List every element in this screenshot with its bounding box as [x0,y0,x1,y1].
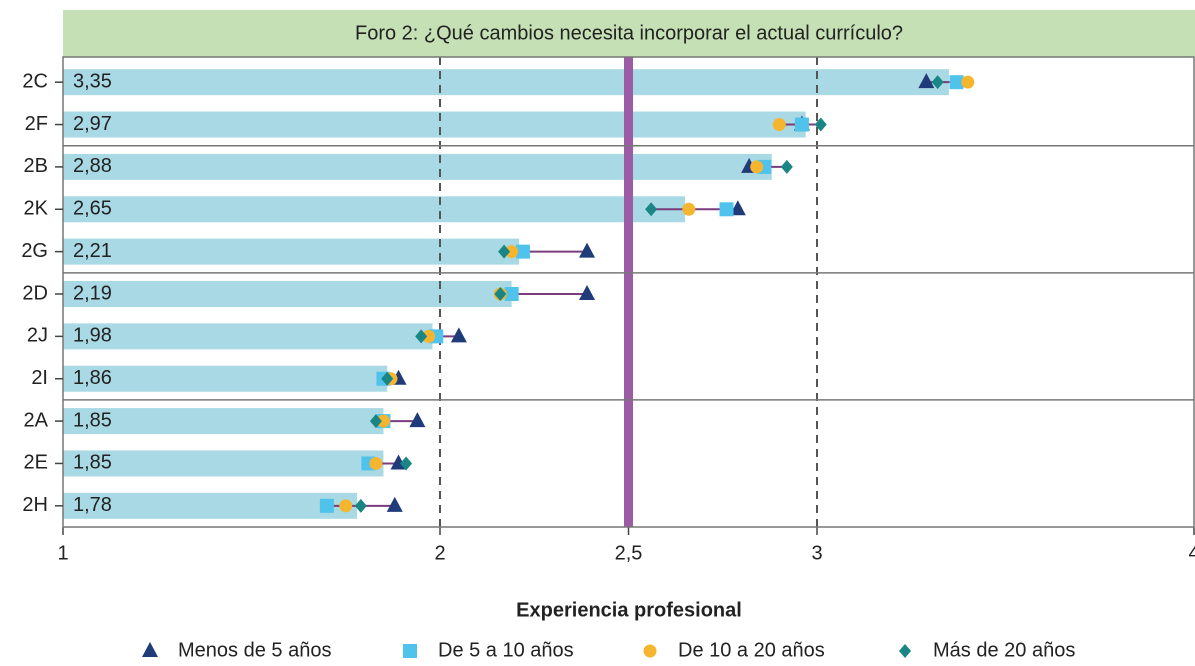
x-tick-label: 2,5 [615,542,643,564]
value-label: 1,98 [73,325,112,347]
marker-diamond [931,75,944,90]
bar [63,365,388,392]
marker-diamond [381,371,394,386]
marker-triangle [386,496,403,512]
marker-diamond [400,456,413,471]
value-label: 1,85 [73,409,112,431]
y-tick-label: 2H [22,494,48,516]
x-tick-label: 3 [811,542,822,564]
marker-triangle [918,73,935,89]
bar [63,281,512,307]
y-tick-label: 2E [24,452,48,474]
value-label: 2,88 [73,155,112,177]
marker-square [403,644,417,658]
marker-diamond [369,414,382,429]
value-label: 1,86 [73,367,112,389]
bar [63,69,949,96]
value-label: 3,35 [73,70,112,92]
marker-diamond [415,329,428,344]
bar [63,492,358,519]
plot-frame [62,56,1195,528]
bar [63,238,520,265]
marker-square [319,498,334,513]
legend-label: De 10 a 20 años [678,639,825,661]
value-label: 1,78 [73,494,112,516]
marker-triangle [450,327,467,343]
y-tick-label: 2I [31,367,48,389]
y-tick-label: 2A [24,409,49,431]
value-label: 2,21 [73,240,112,262]
marker-circle [369,456,383,470]
marker-circle [505,245,519,259]
marker-diamond [498,244,511,259]
marker-diamond [494,287,507,301]
marker-circle [643,644,657,658]
marker-diamond [645,202,658,217]
x-tick-label: 1 [57,542,68,564]
bar [63,153,772,180]
marker-circle [376,414,390,428]
bar [63,408,384,435]
chart-title: Foro 2: ¿Qué cambios necesita incorporar… [355,22,903,44]
marker-square [949,75,964,90]
marker-circle [682,202,696,216]
title-strip [63,10,1195,57]
x-tick-label: 2 [434,542,445,564]
marker-square [515,244,530,259]
marker-circle [772,118,786,132]
x-axis-label: Experiencia profesional [516,599,742,621]
bar [63,111,806,138]
marker-square [504,287,519,301]
y-tick-label: 2B [24,155,48,177]
legend-label: De 5 a 10 años [438,639,574,661]
marker-diamond [814,117,827,132]
bar [63,323,433,350]
value-label: 2,19 [73,282,112,304]
y-tick-label: 2G [21,240,48,262]
marker-diamond [899,644,911,658]
bar [63,196,686,223]
marker-square [794,117,809,132]
marker-triangle [409,412,426,428]
marker-circle [750,160,764,174]
marker-circle [961,75,975,89]
legend-label: Más de 20 años [933,639,1075,661]
marker-diamond [780,159,793,174]
bar [63,450,384,477]
x-tick-label: 4 [1188,542,1195,564]
y-tick-label: 2J [27,325,48,347]
marker-square [719,202,734,217]
y-tick-label: 2K [24,198,49,220]
value-label: 2,65 [73,198,112,220]
marker-circle [422,329,436,343]
value-label: 1,85 [73,452,112,474]
marker-circle [339,499,353,513]
marker-diamond [354,498,367,513]
y-tick-label: 2D [22,282,48,304]
marker-triangle [579,242,596,258]
y-tick-label: 2C [22,70,48,92]
marker-triangle [729,200,746,216]
value-label: 2,97 [73,113,112,135]
marker-triangle [142,642,158,657]
y-tick-label: 2F [25,113,48,135]
marker-triangle [579,285,596,300]
legend-label: Menos de 5 años [178,639,331,661]
